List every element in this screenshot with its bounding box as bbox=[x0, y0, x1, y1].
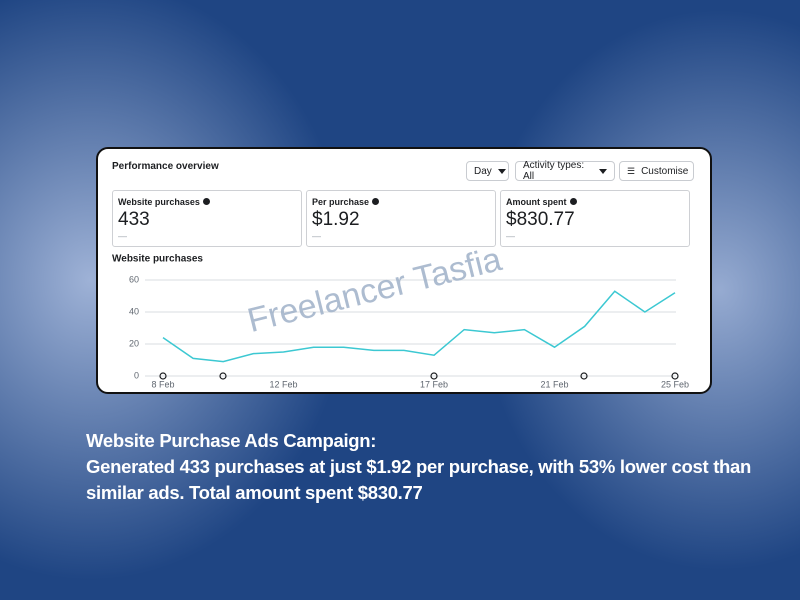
metric-value: $830.77 bbox=[506, 209, 575, 230]
event-marker bbox=[671, 372, 679, 380]
metric-value: $1.92 bbox=[312, 209, 360, 230]
data-line bbox=[162, 290, 676, 363]
y-tick-label: 40 bbox=[129, 306, 139, 316]
button-label: Customise bbox=[641, 165, 689, 177]
metric-delta: — bbox=[312, 231, 321, 241]
event-marker bbox=[430, 372, 438, 380]
card-title: Performance overview bbox=[112, 161, 219, 172]
metric-card: Amount spent $830.77 — bbox=[500, 190, 690, 247]
x-tick-label: 21 Feb bbox=[541, 379, 569, 389]
metric-label-text: Per purchase bbox=[312, 197, 370, 207]
activity-dropdown[interactable]: Activity types: All bbox=[515, 160, 615, 182]
metric-delta: — bbox=[506, 231, 515, 241]
metric-card: Per purchase $1.92 — bbox=[306, 190, 496, 247]
info-icon bbox=[569, 198, 577, 205]
metric-delta: — bbox=[118, 231, 127, 241]
x-tick-label: 25 Feb bbox=[661, 379, 689, 389]
y-tick-label: 0 bbox=[134, 370, 139, 380]
dropdown-label: Day bbox=[474, 165, 492, 177]
customise-button[interactable]: ☰ Customise bbox=[619, 161, 694, 181]
x-tick-label: 12 Feb bbox=[269, 379, 297, 389]
metric-label-text: Website purchases bbox=[118, 197, 200, 207]
y-tick-label: 60 bbox=[129, 274, 139, 284]
dropdown-label: Activity types: All bbox=[523, 160, 585, 182]
info-icon bbox=[372, 198, 380, 205]
watermark: Freelancer Tasfia bbox=[244, 240, 506, 340]
event-marker bbox=[219, 372, 227, 380]
customise-icon: ☰ bbox=[627, 165, 636, 176]
chart-title: Website purchases bbox=[112, 254, 203, 265]
event-markers bbox=[159, 372, 679, 380]
metric-label: Website purchases bbox=[118, 197, 210, 207]
event-marker bbox=[159, 372, 167, 380]
event-marker bbox=[580, 372, 588, 380]
dropdown-arrow bbox=[599, 168, 607, 174]
performance-card: Performance overview Day Activity types:… bbox=[96, 147, 712, 394]
dropdown-arrow bbox=[497, 168, 506, 174]
metric-label: Amount spent bbox=[506, 197, 577, 207]
x-tick-label: 8 Feb bbox=[151, 379, 174, 389]
day-dropdown[interactable]: Day bbox=[466, 161, 509, 181]
caption-body: Generated 433 purchases at just $1.92 pe… bbox=[86, 456, 752, 503]
info-icon bbox=[202, 198, 210, 205]
y-tick-label: 20 bbox=[129, 338, 139, 348]
metric-label-text: Amount spent bbox=[506, 197, 567, 207]
caption-heading: Website Purchase Ads Campaign: bbox=[86, 430, 377, 451]
x-tick-label: 17 Feb bbox=[420, 379, 448, 389]
metric-card: Website purchases 433 — bbox=[112, 190, 302, 247]
caption: Website Purchase Ads Campaign: Generated… bbox=[86, 428, 786, 506]
metric-label: Per purchase bbox=[312, 197, 380, 207]
metric-value: 433 bbox=[118, 209, 150, 230]
